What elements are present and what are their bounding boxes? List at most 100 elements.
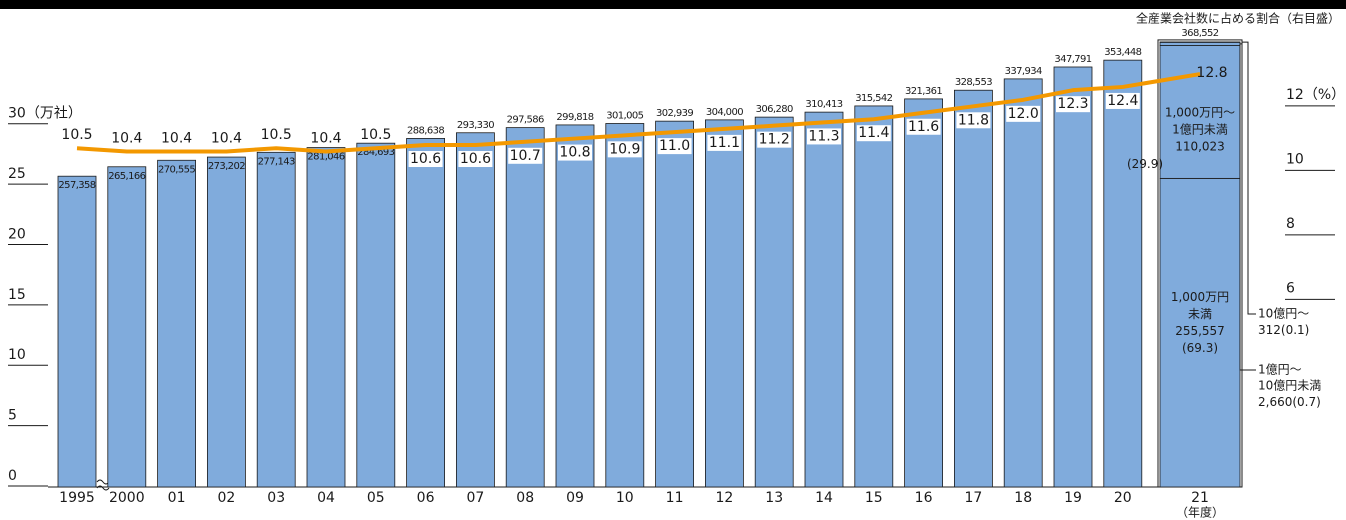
line-value-label: 10.5 (261, 127, 292, 143)
line-value-label: 10.9 (609, 141, 640, 157)
segment-value-label: 312 (1258, 323, 1281, 337)
line-value-label: 12.3 (1057, 96, 1088, 112)
line-label-bg (657, 138, 692, 155)
bar (57, 175, 97, 488)
y-tick-label: 30（万社） (8, 106, 82, 122)
axis-break (96, 479, 110, 491)
bar (655, 120, 694, 488)
line-label-bg (906, 118, 941, 135)
line-label-bg (1105, 92, 1140, 109)
line-value-label: 11.1 (709, 135, 740, 151)
line-label-bg (757, 131, 792, 148)
bar (107, 166, 147, 488)
y2-axis-title: 全産業会社数に占める割合（右目盛） (1136, 11, 1340, 26)
line-value-label: 12.0 (1008, 106, 1039, 122)
y-tick-label: 10 (8, 347, 26, 363)
segment-name: 1,000万円 (1171, 290, 1229, 304)
x-tick-label: 19 (1064, 490, 1082, 506)
bar (356, 142, 396, 488)
bar (455, 132, 495, 488)
bar-value-label: 310,413 (805, 99, 842, 110)
bar (1053, 66, 1093, 488)
y-tick-label: 20 (8, 226, 26, 242)
bar-value-label: 277,143 (258, 156, 295, 167)
x-tick-label: 08 (516, 490, 534, 506)
bar-value-label: 284,693 (357, 147, 394, 158)
y-tick-label: 0 (8, 468, 17, 484)
x-tick-label: 14 (815, 490, 833, 506)
line-value-label: 10.8 (559, 145, 590, 161)
line-label-bg (458, 151, 493, 168)
segment-share-label: (0.1) (1281, 323, 1309, 337)
x-tick-label: 17 (964, 490, 982, 506)
bar-value-label: 293,330 (457, 120, 494, 131)
segment-label: 312(0.1) (1258, 323, 1309, 337)
line-label-bg (558, 144, 592, 161)
bar (605, 123, 645, 488)
bar-value-label: 337,934 (1005, 66, 1042, 77)
x-tick-label: 12 (715, 490, 733, 506)
segment-share-label: (29.9) (1127, 157, 1163, 171)
top-band (0, 0, 1346, 9)
line-value-label: 10.4 (111, 130, 142, 146)
bar-value-label: 321,361 (905, 86, 942, 97)
bar (406, 138, 446, 488)
bar (555, 124, 595, 488)
segment-value-label: 2,660 (1258, 395, 1292, 409)
y2-tick-label: 12（%） (1286, 87, 1345, 103)
line-value-label: 12.4 (1107, 93, 1138, 109)
line-value-label: 10.5 (61, 127, 92, 143)
x-tick-label: 03 (267, 490, 285, 506)
y-tick-label: 25 (8, 166, 26, 182)
bar (206, 156, 246, 488)
bar-value-label: 288,638 (407, 125, 444, 136)
x-tick-label: 04 (317, 490, 335, 506)
line-label-bg (1056, 96, 1090, 113)
bar-value-label: 368,552 (1181, 28, 1218, 39)
line-value-label: 11.3 (808, 128, 839, 144)
segment-value-label: 255,557 (1175, 324, 1225, 338)
bar-segment (1159, 177, 1241, 488)
line-label-bg (707, 134, 742, 151)
x-tick-label: 11 (666, 490, 684, 506)
x-tick-label: 06 (417, 490, 435, 506)
line-value-label: 10.4 (211, 130, 242, 146)
line-value-label: 10.5 (360, 127, 391, 143)
segment-share-label: (0.7) (1292, 395, 1320, 409)
y2-tick-label: 6 (1286, 280, 1295, 296)
x-tick-label: 05 (367, 490, 385, 506)
x-tick-label: 18 (1014, 490, 1032, 506)
bar-value-label: 315,542 (855, 93, 892, 104)
line-value-label: 10.6 (410, 151, 441, 167)
bar (954, 89, 993, 488)
line-value-label: 12.8 (1196, 65, 1227, 81)
segment-name: 10億円未満 (1258, 379, 1321, 393)
x-tick-label: 21 (1191, 490, 1209, 506)
segment-name: 10億円〜 (1258, 307, 1309, 321)
line-value-label: 10.4 (310, 130, 341, 146)
bar-value-label: 347,791 (1054, 54, 1091, 65)
line-value-label: 11.4 (858, 125, 889, 141)
bar (1103, 59, 1143, 488)
bar-segment (1159, 45, 1241, 179)
y-tick-label: 5 (8, 408, 17, 424)
segment-name: 1億円未満 (1172, 122, 1228, 136)
callout-line (1239, 43, 1256, 371)
bar-value-label: 353,448 (1104, 47, 1141, 58)
line-value-label: 11.2 (759, 132, 790, 148)
line-value-label: 10.6 (460, 151, 491, 167)
line-label-bg (408, 151, 443, 168)
bar-value-label: 257,358 (58, 180, 95, 191)
line-value-label: 10.4 (161, 130, 192, 146)
bar (306, 147, 346, 488)
segment-label: 2,660(0.7) (1258, 395, 1321, 409)
x-tick-label: 01 (168, 490, 186, 506)
x-tick-label: 07 (466, 490, 484, 506)
line-value-label: 11.0 (659, 138, 690, 154)
y-tick-label: 15 (8, 287, 26, 303)
x-tick-label: 09 (566, 490, 584, 506)
bar-value-label: 273,202 (208, 161, 245, 172)
x-tick-label: 02 (217, 490, 235, 506)
segment-value-label: 110,023 (1175, 139, 1225, 153)
